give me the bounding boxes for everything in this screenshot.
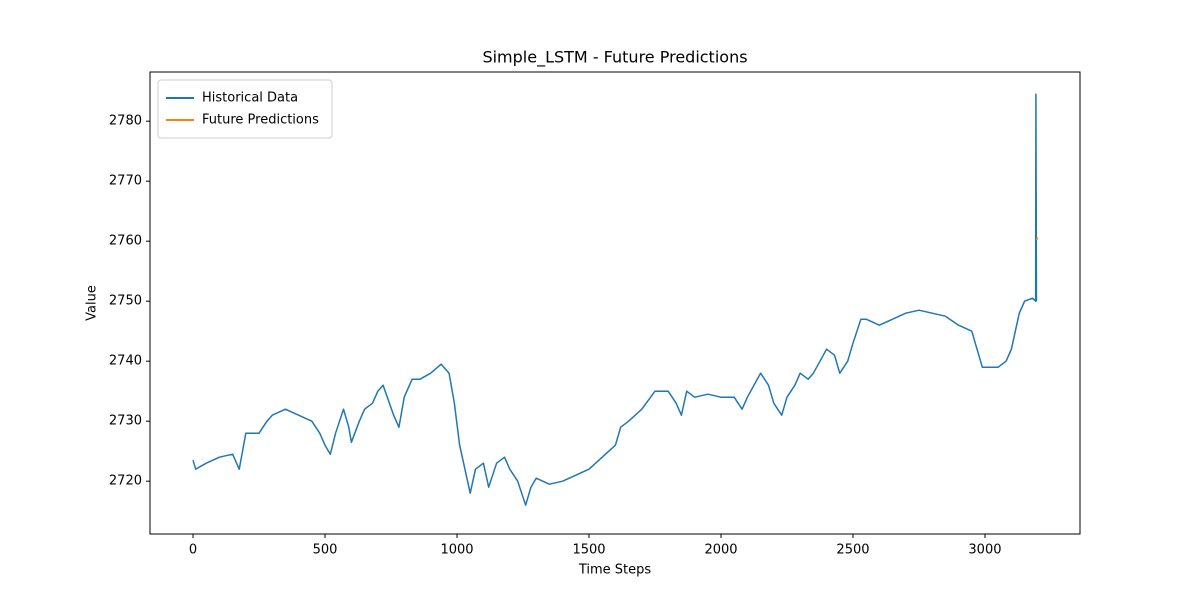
y-axis-label: Value bbox=[85, 285, 100, 321]
series-line bbox=[1035, 237, 1039, 241]
y-tick-label: 2760 bbox=[109, 234, 142, 249]
x-tick-label: 1000 bbox=[440, 543, 473, 558]
y-tick-label: 2740 bbox=[109, 354, 142, 369]
legend-label: Historical Data bbox=[202, 91, 298, 106]
legend-box bbox=[157, 79, 333, 139]
x-tick-label: 0 bbox=[189, 543, 197, 558]
y-tick-label: 2750 bbox=[109, 294, 142, 309]
legend-label: Future Predictions bbox=[202, 113, 319, 128]
x-tick-label: 3000 bbox=[968, 543, 1001, 558]
chart-title: Simple_LSTM - Future Predictions bbox=[482, 48, 747, 68]
x-tick-label: 500 bbox=[313, 543, 338, 558]
y-tick-label: 2770 bbox=[109, 174, 142, 189]
x-tick-label: 1500 bbox=[572, 543, 605, 558]
series-line bbox=[192, 93, 1038, 506]
plot-frame bbox=[149, 71, 1081, 535]
x-tick-label: 2500 bbox=[836, 543, 869, 558]
y-tick-label: 2780 bbox=[109, 114, 142, 129]
y-tick-label: 2720 bbox=[109, 474, 142, 489]
x-axis-label: Time Steps bbox=[578, 563, 652, 578]
y-tick-label: 2730 bbox=[109, 414, 142, 429]
x-tick-label: 2000 bbox=[704, 543, 737, 558]
